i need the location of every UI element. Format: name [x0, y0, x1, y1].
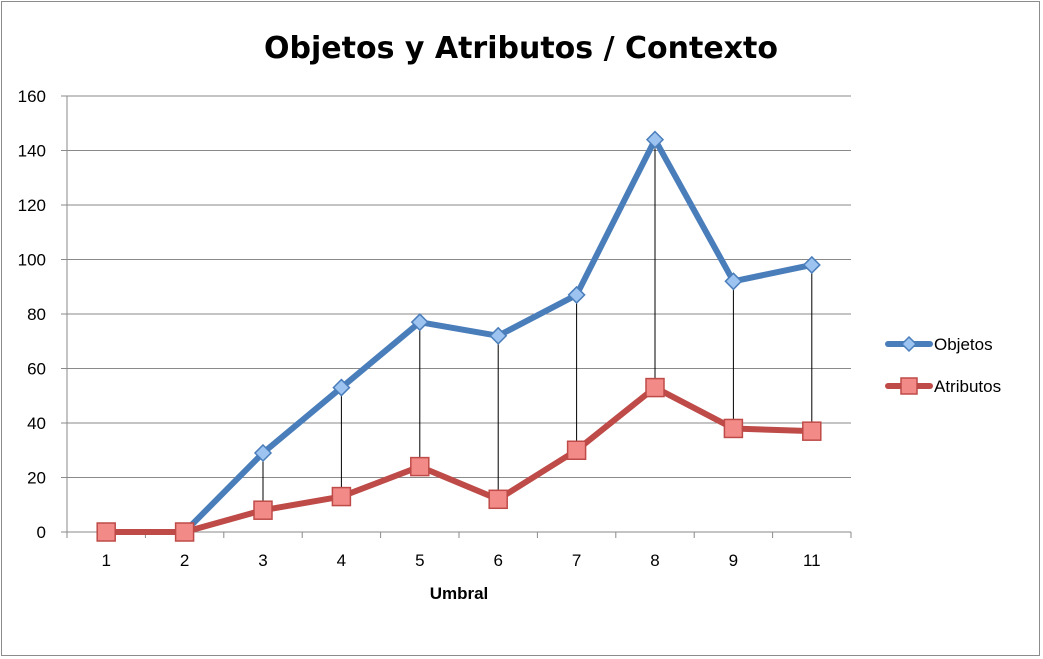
data-point-atributos	[488, 489, 508, 510]
y-tick-label: 80	[27, 305, 46, 324]
data-point-objetos	[489, 326, 508, 345]
data-point-objetos	[567, 285, 586, 304]
data-point-objetos	[410, 313, 429, 332]
data-point-objetos	[724, 272, 743, 291]
series-lines	[103, 136, 815, 535]
data-point-atributos	[645, 377, 665, 398]
legend-marker	[900, 377, 918, 395]
y-tick-label: 100	[18, 251, 46, 270]
x-tick-label: 5	[415, 551, 424, 570]
x-tick-label: 9	[729, 551, 738, 570]
grid-lines	[61, 95, 852, 538]
data-point-objetos	[645, 130, 665, 149]
series-line-objetos	[103, 136, 815, 535]
data-point-atributos	[174, 522, 195, 542]
x-tick-label: 6	[493, 551, 502, 570]
x-tick-label: 2	[180, 551, 189, 570]
y-tick-label: 40	[27, 414, 46, 433]
data-point-atributos	[96, 522, 116, 542]
legend-item-objetos: Objetos	[885, 335, 993, 354]
x-tick-label: 7	[572, 551, 581, 570]
legend: Objetos Atributos	[885, 335, 1001, 396]
data-point-atributos	[410, 456, 430, 477]
legend-marker	[900, 335, 918, 353]
y-tick-label: 120	[18, 196, 46, 215]
chart-title: Objetos y Atributos / Contexto	[264, 31, 778, 66]
y-axis-ticks: 0 20 40 60 80 100 120 140 160	[18, 87, 46, 542]
x-axis-ticks: 1 2 3 4 5 6 7 8 9 11	[101, 551, 820, 570]
data-point-objetos	[253, 443, 273, 463]
data-point-objetos	[332, 378, 351, 397]
y-tick-label: 20	[27, 469, 46, 488]
data-point-objetos	[802, 255, 821, 275]
x-tick-label: 4	[337, 551, 346, 570]
y-tick-label: 0	[37, 523, 46, 542]
x-axis-label: Umbral	[430, 584, 489, 603]
data-point-atributos	[723, 418, 744, 439]
drop-lines	[262, 139, 813, 511]
data-point-atributos	[802, 421, 822, 441]
x-tick-label: 1	[101, 551, 110, 570]
legend-item-atributos: Atributos	[885, 377, 1001, 396]
data-point-atributos	[253, 500, 273, 520]
legend-label: Atributos	[934, 377, 1001, 396]
series-line-atributos	[103, 384, 815, 535]
series-markers	[96, 130, 822, 542]
y-tick-label: 140	[18, 142, 46, 161]
y-tick-label: 60	[27, 360, 46, 379]
x-tick-label: 8	[650, 551, 659, 570]
y-tick-label: 160	[18, 87, 46, 106]
data-point-atributos	[566, 440, 587, 460]
data-point-atributos	[331, 486, 352, 507]
legend-label: Objetos	[934, 335, 993, 354]
x-tick-label: 3	[258, 551, 267, 570]
x-tick-label: 11	[803, 551, 821, 570]
